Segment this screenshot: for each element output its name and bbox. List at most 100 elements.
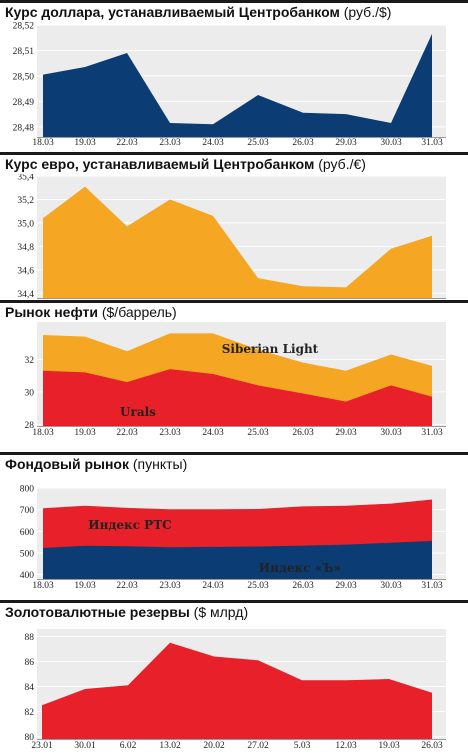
- panel-oil: Рынок нефти ($/баррель) 32 30 28 18.03 19.03…: [0, 300, 468, 452]
- x-tick-label: 19.03: [74, 428, 96, 438]
- y-tick-label: 32: [25, 356, 35, 366]
- y-tick-label: 400: [20, 571, 35, 581]
- panel-usd: Курс доллара, устанавливаемый Центробанк…: [0, 0, 468, 152]
- x-tick-label: 18.03: [32, 581, 54, 591]
- usd-chart: 28,52 28,51 28,50 28,49 28,48 18.03 19.03 22.03…: [13, 22, 446, 148]
- x-tick-label: 31.03: [421, 428, 443, 438]
- y-tick-label: 35,0: [17, 219, 34, 229]
- x-tick-label: 31.03: [421, 138, 443, 148]
- chart-title: Фондовый рынок: [5, 456, 129, 472]
- y-tick-label: 28,50: [13, 72, 35, 82]
- panel-rule: [0, 300, 468, 303]
- x-tick-label: 18.03: [32, 138, 54, 148]
- x-tick-label: 25.03: [247, 428, 269, 438]
- y-tick-label: 34,8: [17, 243, 34, 253]
- y-tick-label: 30: [25, 388, 35, 398]
- panel-title: Золотовалютные резервы ($ млрд): [5, 604, 248, 620]
- panel-rule: [0, 152, 468, 155]
- series-area-1: [42, 642, 432, 739]
- chart-unit: (руб./€): [318, 156, 366, 172]
- series-label: Siberian Light: [222, 342, 319, 356]
- x-tick-label: 30.01: [74, 741, 96, 751]
- x-tick-label: 30.03: [380, 428, 402, 438]
- y-tick-label: 35,4: [17, 174, 34, 183]
- series-area-1: [43, 33, 432, 137]
- y-tick-label: 700: [20, 506, 35, 516]
- panel-rule: [0, 0, 468, 3]
- x-tick-label: 24.03: [202, 581, 224, 591]
- x-tick-label: 5.03: [294, 741, 311, 751]
- series-area-2: [43, 540, 432, 579]
- series-label: Индекс «Ъ»: [259, 561, 341, 575]
- x-tick-label: 25.03: [247, 138, 269, 148]
- x-tick-label: 30.03: [380, 138, 402, 148]
- y-tick-label: 500: [20, 550, 35, 560]
- eur-chart: 35,435,235,034,834,634,418.0319.0322.032…: [17, 174, 446, 300]
- x-tick-label: 31.03: [421, 581, 443, 591]
- x-tick-label: 25.03: [247, 581, 269, 591]
- y-tick-label: 800: [20, 485, 35, 495]
- panel-title: Курс евро, устанавливаемый Центробанком …: [5, 156, 366, 172]
- chart-title: Курс доллара, устанавливаемый Центробанк…: [5, 4, 340, 20]
- x-tick-label: 19.03: [74, 581, 96, 591]
- x-tick-label: 23.03: [159, 138, 181, 148]
- x-tick-label: 22.03: [116, 138, 138, 148]
- x-tick-label: 13.02: [159, 741, 181, 751]
- chart-unit: ($/баррель): [101, 304, 177, 320]
- x-tick-label: 22.03: [116, 581, 138, 591]
- y-tick-label: 28,49: [13, 98, 35, 108]
- x-tick-label: 24.03: [202, 138, 224, 148]
- x-tick-label: 6.02: [120, 741, 137, 751]
- y-tick-label: 35,2: [17, 196, 34, 206]
- y-tick-label: 86: [25, 658, 35, 668]
- chart-unit: (пункты): [132, 456, 188, 472]
- panel-rule: [0, 600, 468, 603]
- y-tick-label: 28,52: [13, 22, 35, 32]
- x-tick-label: 23.03: [159, 581, 181, 591]
- series-area-1: [43, 186, 432, 298]
- series-label: Urals: [120, 405, 156, 419]
- y-tick-label: 84: [25, 683, 35, 693]
- y-tick-label: 28,51: [13, 47, 35, 57]
- panel-stock: Фондовый рынок (пункты) 800 700 600 500 400 1…: [0, 452, 468, 600]
- y-tick-label: 88: [25, 633, 35, 643]
- chart-title: Курс евро, устанавливаемый Центробанком: [5, 156, 315, 172]
- y-tick-label: 82: [25, 708, 35, 718]
- x-tick-label: 19.03: [378, 741, 400, 751]
- x-tick-label: 29.03: [335, 138, 357, 148]
- y-tick-label: 28: [25, 421, 35, 431]
- panel-rule: [0, 452, 468, 455]
- chart-unit: (руб./$): [343, 4, 392, 20]
- chart-title: Золотовалютные резервы: [5, 604, 190, 620]
- x-tick-label: 26.03: [292, 581, 314, 591]
- panel-title: Рынок нефти ($/баррель): [5, 304, 177, 320]
- x-tick-label: 30.03: [380, 581, 402, 591]
- x-tick-label: 29.03: [335, 428, 357, 438]
- x-tick-label: 23.03: [159, 428, 181, 438]
- x-tick-label: 22.03: [116, 428, 138, 438]
- series-label: Индекс РТС: [88, 518, 171, 532]
- x-tick-label: 24.03: [202, 428, 224, 438]
- y-tick-label: 34,4: [17, 290, 34, 300]
- y-tick-label: 600: [20, 528, 35, 538]
- x-tick-label: 29.03: [335, 581, 357, 591]
- panel-reserves: Золотовалютные резервы ($ млрд) 88 86 84 82…: [0, 600, 468, 754]
- x-tick-label: 18.03: [32, 428, 54, 438]
- x-tick-label: 23.01: [31, 741, 53, 751]
- x-tick-label: 19.03: [74, 138, 96, 148]
- x-tick-label: 27.02: [247, 741, 269, 751]
- x-tick-label: 20.02: [203, 741, 225, 751]
- y-tick-label: 28,48: [13, 123, 35, 133]
- x-tick-label: 26.03: [292, 428, 314, 438]
- x-tick-label: 26.03: [421, 741, 443, 751]
- x-tick-label: 26.03: [292, 138, 314, 148]
- panel-title: Курс доллара, устанавливаемый Центробанк…: [5, 4, 391, 20]
- chart-unit: ($ млрд): [193, 604, 249, 620]
- y-tick-label: 34,6: [17, 266, 34, 276]
- panel-eur: Курс евро, устанавливаемый Центробанком …: [0, 152, 468, 300]
- series-area-2: [43, 369, 432, 426]
- panel-title: Фондовый рынок (пункты): [5, 456, 187, 472]
